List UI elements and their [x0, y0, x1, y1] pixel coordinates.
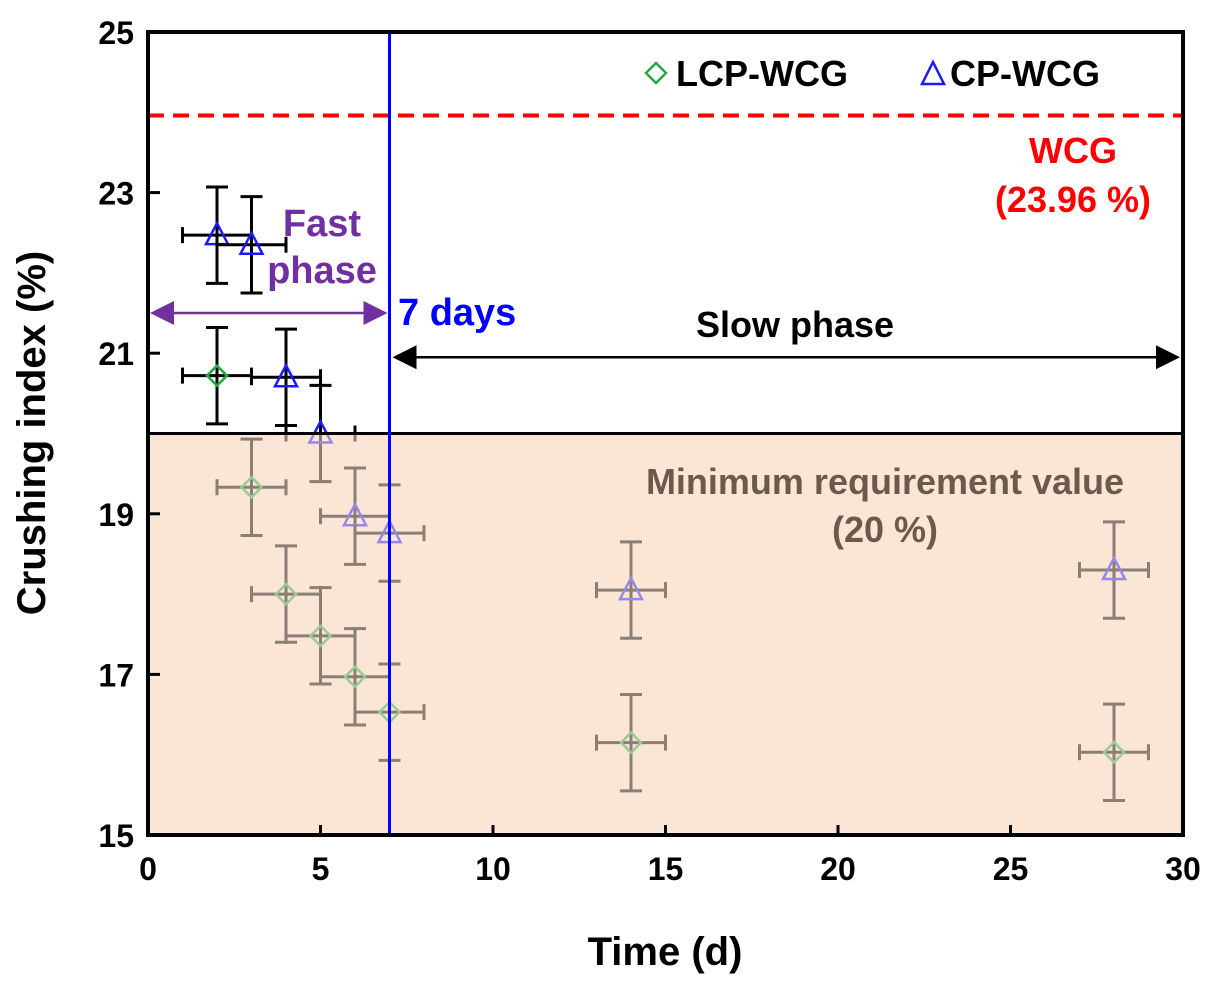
y-tick-label: 25 [98, 15, 134, 51]
error-bar [215, 195, 288, 295]
legend-label-lcp-wcg: LCP-WCG [676, 53, 848, 94]
x-tick-label: 30 [1165, 851, 1201, 887]
fast-phase-arrow-left-icon [150, 301, 174, 326]
data-point-lcp-wcg [205, 363, 229, 388]
x-tick-label: 5 [312, 851, 330, 887]
x-tick-label: 0 [139, 851, 157, 887]
error-bar [181, 185, 253, 285]
error-bar [181, 326, 253, 426]
shaded-region-overlay [148, 433, 1183, 835]
y-tick-label: 21 [98, 336, 134, 372]
fast-phase-label-1: Fast [283, 203, 361, 245]
wcg-label: WCG [1029, 130, 1117, 171]
fast-phase-label-2: phase [267, 250, 377, 292]
data-point-cp-wcg [272, 362, 300, 388]
legend: LCP-WCG CP-WCG [644, 53, 1100, 94]
x-tick-label: 15 [648, 851, 684, 887]
y-tick-label: 15 [98, 818, 134, 854]
x-axis-label: Time (d) [588, 930, 743, 974]
minimum-requirement-label: Minimum requirement value [646, 461, 1124, 502]
slow-phase-arrow-right-icon [1156, 345, 1180, 370]
data-point-cp-wcg [238, 230, 265, 256]
wcg-value-label: (23.96 %) [995, 179, 1151, 220]
y-tick-label: 17 [98, 657, 134, 693]
minimum-requirement-value: (20 %) [832, 509, 938, 550]
x-tick-label: 20 [820, 851, 856, 887]
legend-label-cp-wcg: CP-WCG [950, 53, 1100, 94]
x-tick-label: 25 [993, 851, 1029, 887]
seven-days-label: 7 days [398, 292, 516, 334]
y-axis-label: Crushing index (%) [10, 251, 54, 615]
fast-phase-arrow-right-icon [363, 301, 388, 326]
slow-phase-label: Slow phase [696, 304, 894, 345]
error-bar [250, 327, 322, 427]
legend-diamond-icon [644, 61, 668, 85]
legend-triangle-icon [919, 59, 947, 86]
slow-phase-arrow-left-icon [392, 345, 417, 370]
x-tick-label: 10 [475, 851, 511, 887]
y-tick-label: 23 [98, 176, 134, 212]
y-tick-label: 19 [98, 497, 134, 533]
